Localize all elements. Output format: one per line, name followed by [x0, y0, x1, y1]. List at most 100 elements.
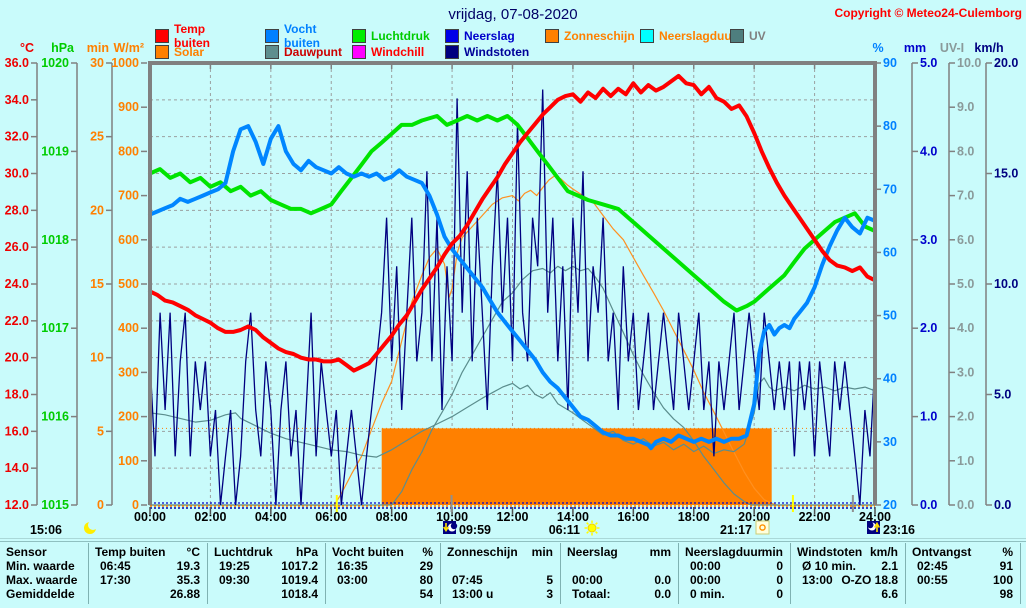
axis-tick-label: 5.0 [957, 277, 974, 291]
axis-tick-label: 15 [90, 277, 104, 291]
axis-tick-label: 1020 [41, 56, 69, 70]
axis-tick-label: 14.0 [5, 461, 29, 475]
legend-item-solar: Solar [155, 44, 204, 59]
axis-tick-label: 1.0 [920, 410, 937, 424]
table-cell-time: 00:00 [690, 573, 721, 587]
legend-swatch [155, 44, 169, 59]
table-cell-value: 35.3 [176, 573, 200, 587]
x-axis-label: 00:00 [134, 510, 166, 524]
series-dauwpunt [149, 377, 876, 458]
legend-label: UV [749, 28, 766, 43]
axis-tick-label: 24.0 [5, 277, 29, 291]
axis-tick-label: 1.0 [957, 454, 974, 468]
axis-tick-label: 60 [883, 245, 897, 259]
table-cell-value: 80 [419, 573, 433, 587]
axis-tick-label: 1018 [41, 233, 69, 247]
axis-tick-label: 0.0 [920, 498, 937, 512]
table-column-divider [88, 543, 89, 604]
table-cell-time: 02:45 [917, 559, 948, 573]
x-axis-label: 12:00 [497, 510, 529, 524]
legend-label: Neerslag [464, 28, 515, 43]
table-cell-time: 09:30 [219, 573, 250, 587]
x-axis-label: 08:00 [376, 510, 408, 524]
weather-chart: 00:00 02:00 04:00 06:00 08:00 10:00 12:00 14:00… [5, 41, 1019, 537]
table-row-label: Min. waarde [6, 559, 75, 573]
legend-label: Zonneschijn [564, 28, 635, 43]
legend-item-luchtdruk: Luchtdruk [352, 28, 430, 43]
sunset-time: 21:17 [720, 523, 752, 537]
axis-tick-label: 900 [118, 100, 139, 114]
table-cell-value: 19.3 [176, 559, 200, 573]
axis-tick-label: 7.0 [957, 189, 974, 203]
axis-tick-label: 80 [883, 119, 897, 133]
axis-tick-label: 0.0 [994, 498, 1011, 512]
table-cell-value: 3 [546, 587, 553, 601]
series-temp [148, 73, 877, 373]
axis-title-mm: mm [904, 41, 926, 55]
axis-tick-label: 30.0 [5, 167, 29, 181]
table-header-unit: min [761, 545, 783, 559]
page-title: vrijdag, 07-08-2020 [448, 6, 578, 23]
table-cell-value: 1018.4 [281, 587, 318, 601]
axis-tick-label: 36.0 [5, 56, 29, 70]
x-axis-label: 22:00 [799, 510, 831, 524]
table-header-unit: hPa [295, 545, 318, 559]
table-header-unit: % [1002, 545, 1013, 559]
axis-tick-label: 16.0 [5, 424, 29, 438]
table-column-divider [905, 543, 906, 604]
legend-swatch [640, 28, 654, 43]
axis-tick-label: 10 [90, 351, 104, 365]
axis-tick-label: 40 [883, 372, 897, 386]
legend-label: Neerslagduur [659, 28, 737, 43]
table-row-label: Gemiddelde [6, 587, 75, 601]
axis-tick-label: 5 [97, 424, 104, 438]
axis-tick-label: 0 [132, 498, 139, 512]
legend-swatch [265, 28, 279, 43]
table-header-name: Neerslagduur [685, 545, 763, 559]
axis-tick-label: 12.0 [5, 498, 29, 512]
axis-title-min: min [87, 41, 109, 55]
table-cell-time: 0 min. [690, 587, 725, 601]
axis-tick-label: 25 [90, 130, 104, 144]
axis-tick-label: 5.0 [920, 56, 937, 70]
legend-swatch [445, 44, 459, 59]
table-cell-time: 13:00 u [452, 587, 494, 601]
axis-tick-label: 2.0 [920, 321, 937, 335]
axis-tick-label: 500 [118, 277, 139, 291]
legend-item-dauwpunt: Dauwpunt [265, 44, 342, 59]
axis-tick-label: 1017 [41, 321, 69, 335]
table-cell-value: 91 [999, 559, 1013, 573]
table-cell-value: 0 [776, 587, 783, 601]
table-header-name: Luchtdruk [214, 545, 273, 559]
axis-tick-label: 10.0 [957, 56, 981, 70]
table-cell-time: Totaal: [572, 587, 611, 601]
table-cell-value: 0 [776, 559, 783, 573]
axis-tick-label: 3.0 [920, 233, 937, 247]
legend-item-windchill: Windchill [352, 44, 424, 59]
table-header-unit: km/h [869, 545, 898, 559]
legend-item-zonneschijn: Zonneschijn [545, 28, 635, 43]
series-vocht [148, 124, 877, 451]
axis-tick-label: 100 [118, 454, 139, 468]
table-cell-value: 100 [992, 573, 1013, 587]
axis-tick-label: 4.0 [920, 144, 937, 158]
legend-item-temp-buiten: Temp buiten [155, 22, 210, 50]
axis-title-°C: °C [20, 41, 34, 55]
table-header-name: Windstoten [797, 545, 863, 559]
table-cell-value: 1019.4 [281, 573, 318, 587]
axis-tick-label: 32.0 [5, 130, 29, 144]
legend-label: Vocht buiten [284, 21, 320, 50]
table-cell-value: 0 [776, 573, 783, 587]
axis-tick-label: 3.0 [957, 365, 974, 379]
sunrise-sun-icon [587, 523, 597, 533]
table-cell-value: 29 [419, 559, 433, 573]
moon-phase-time: 15:06 [30, 523, 62, 537]
moon-phase-icon-shadow [88, 520, 98, 530]
table-cell-time: 00:00 [572, 573, 603, 587]
legend-item-vocht-buiten: Vocht buiten [265, 22, 320, 50]
table-header-unit: min [531, 545, 553, 559]
axis-tick-label: 20.0 [5, 351, 29, 365]
moonset-time: 09:59 [459, 523, 491, 537]
table-cell-time: 06:45 [100, 559, 131, 573]
